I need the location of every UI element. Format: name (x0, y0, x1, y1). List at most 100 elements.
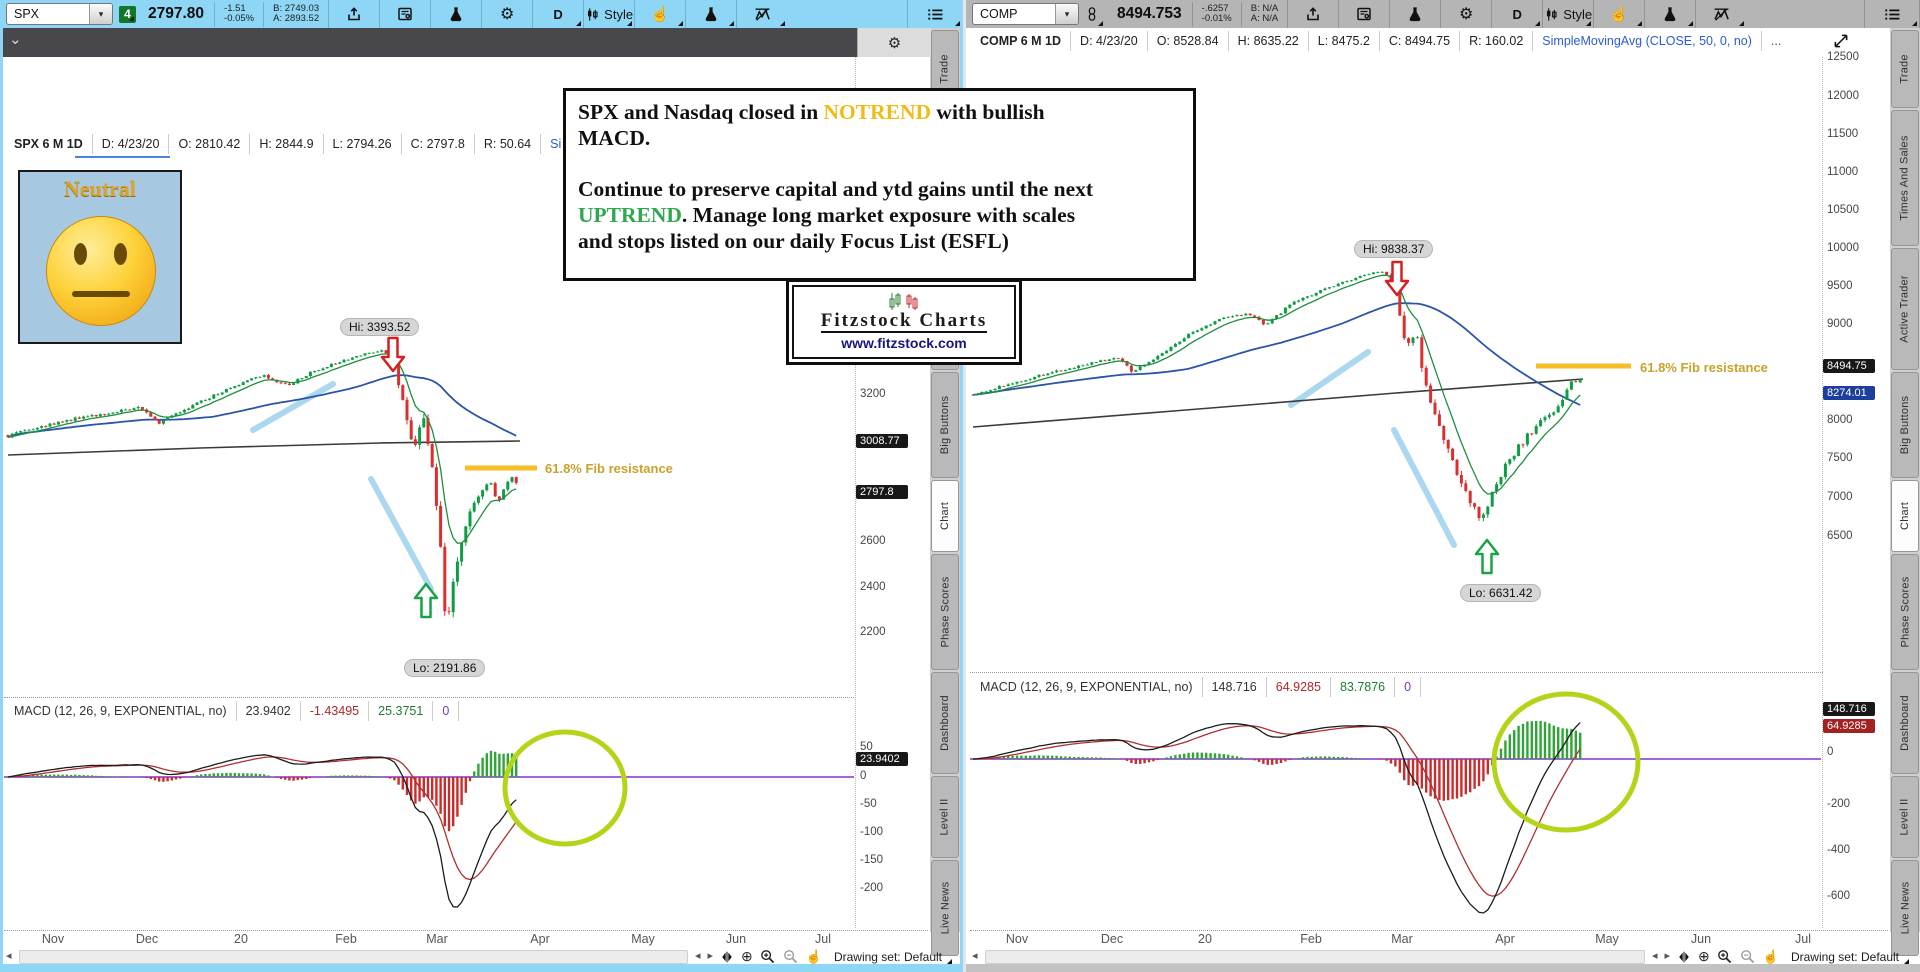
toolbar-analysis-flask-button[interactable] (685, 0, 736, 28)
toolbar-share-button[interactable] (1287, 0, 1338, 28)
toolbar-share-button[interactable] (328, 0, 379, 28)
zoom-out-icon[interactable] (1740, 949, 1756, 965)
toolbar-pointer-button[interactable]: ☝ (634, 0, 685, 28)
side-tab-live-news[interactable]: Live News (931, 860, 959, 956)
green-up-arrow-drawing[interactable] (413, 582, 439, 619)
auto-scale-icon[interactable] (1832, 32, 1850, 55)
drag-hand-icon[interactable]: ☝ (805, 948, 822, 964)
toolbar-menu-button[interactable] (907, 0, 963, 28)
macd-axis-tick: -200 (1827, 798, 1851, 810)
toolbar-drawings-button[interactable] (1695, 0, 1746, 28)
toolbar-drawings-button[interactable] (736, 0, 787, 28)
symbol-input[interactable]: COMP (980, 7, 1018, 21)
toolbar-studies-flask-button[interactable] (1389, 0, 1440, 28)
toolbar-news-button[interactable] (1338, 0, 1389, 28)
side-tab-trade[interactable]: Trade (1891, 30, 1919, 108)
price-axis-separator (855, 57, 856, 928)
macd-axis-tick: -200 (860, 882, 884, 894)
scroll-step-right-arrow[interactable]: ▸ (707, 950, 714, 962)
toolbar-timeframe-button[interactable]: D (1491, 0, 1542, 28)
toolbar-settings-gear-button[interactable]: ⚙ (1440, 0, 1491, 28)
symbol-dropdown-button[interactable]: ▾ (1055, 4, 1078, 24)
toolbar-settings-gear-button[interactable]: ⚙ (481, 0, 532, 28)
chain-link-icon (1088, 7, 1096, 21)
scroll-step-left-arrow[interactable]: ◂ (1651, 950, 1658, 962)
annotation-text-segment: . Manage long market exposure with scale… (681, 203, 1076, 227)
price-axis-tick: 7000 (1827, 491, 1853, 503)
macd-axis-badge: 148.716 (1823, 702, 1875, 716)
symbol-link-button[interactable] (1079, 0, 1105, 28)
watchlist-count-badge[interactable]: 4 (119, 5, 136, 23)
scroll-left-arrow[interactable]: ◂ (6, 950, 12, 962)
drawing-set-selector[interactable]: Drawing set: Default (1786, 950, 1910, 964)
trend-segment-drawing[interactable] (1391, 427, 1457, 548)
symbol-combo[interactable]: SPX ▾ (6, 3, 113, 25)
side-tab-level-ii[interactable]: Level II (1891, 776, 1919, 858)
crosshair-target-icon[interactable]: ⊕ (741, 948, 753, 964)
trend-segment-drawing[interactable] (368, 476, 434, 592)
side-tab-active-trader[interactable]: Active Trader (1891, 248, 1919, 370)
red-down-arrow-drawing[interactable] (380, 336, 406, 373)
time-axis-label: Nov (41, 932, 65, 946)
drawing-set-selector[interactable]: Drawing set: Default (829, 950, 953, 964)
scrollbar-track[interactable] (984, 949, 1645, 964)
collapsed-dashboard-drawer[interactable]: ⌄ (0, 28, 857, 57)
price-axis-tick: 7500 (1827, 452, 1853, 464)
gear-icon[interactable]: ⚙ (887, 34, 902, 52)
trend-segment-drawing[interactable] (250, 381, 336, 433)
annotation-text-segment: with bullish (931, 100, 1045, 124)
green-up-arrow-drawing[interactable] (1474, 538, 1500, 575)
side-tab-big-buttons[interactable]: Big Buttons (931, 372, 959, 478)
side-tab-live-news[interactable]: Live News (1891, 860, 1919, 956)
price-axis-badge: 8274.01 (1823, 386, 1875, 400)
side-tab-big-buttons[interactable]: Big Buttons (1891, 372, 1919, 478)
toolbar-timeframe-button[interactable]: D (532, 0, 583, 28)
toolbar-pointer-button[interactable]: ☝ (1593, 0, 1644, 28)
annotation-note[interactable]: SPX and Nasdaq closed in NOTREND with bu… (563, 88, 1196, 281)
chart-canvas[interactable] (966, 0, 1920, 972)
macd-axis-tick: -400 (1827, 844, 1851, 856)
macd-highlight-circle-drawing[interactable] (502, 729, 628, 847)
macd-highlight-circle-drawing[interactable] (1491, 691, 1641, 833)
scroll-step-left-arrow[interactable]: ◂ (694, 950, 701, 962)
scroll-step-right-arrow[interactable]: ▸ (1664, 950, 1671, 962)
side-tab-dashboard[interactable]: Dashboard (1891, 672, 1919, 774)
drag-hand-icon[interactable]: ☝ (1762, 948, 1779, 964)
red-down-arrow-drawing[interactable] (1384, 260, 1410, 297)
tab-label: Dashboard (1899, 695, 1911, 751)
symbol-dropdown-button[interactable]: ▾ (89, 4, 112, 24)
toolbar-studies-flask-button[interactable] (430, 0, 481, 28)
panel-border-bottom (966, 964, 1920, 972)
toolbar-menu-button[interactable] (1864, 0, 1920, 28)
time-axis-label: Jul (815, 932, 831, 946)
zoom-out-icon[interactable] (783, 949, 799, 965)
side-tab-times-and-sales[interactable]: Times And Sales (1891, 110, 1919, 246)
side-tab-level-ii[interactable]: Level II (931, 776, 959, 858)
toolbar-news-button[interactable] (379, 0, 430, 28)
scroll-left-arrow[interactable]: ◂ (972, 950, 978, 962)
symbol-combo[interactable]: COMP ▾ (972, 3, 1079, 25)
pan-mode-icon[interactable] (1677, 950, 1691, 964)
tab-label: Times And Sales (1899, 135, 1912, 221)
zoom-in-icon[interactable] (760, 949, 776, 965)
chart-settings-box[interactable]: ⚙ (857, 28, 931, 57)
drawer-chevron-down-icon[interactable]: ⌄ (9, 31, 22, 48)
side-tab-phase-scores[interactable]: Phase Scores (1891, 554, 1919, 670)
chart-canvas[interactable] (0, 0, 963, 972)
toolbar-style-button[interactable]: Style (1542, 0, 1593, 28)
crosshair-target-icon[interactable]: ⊕ (1698, 948, 1710, 964)
side-tab-chart[interactable]: Chart (1891, 480, 1919, 552)
side-tab-phase-scores[interactable]: Phase Scores (931, 554, 959, 670)
tab-label: Chart (939, 502, 951, 530)
pan-mode-icon[interactable] (720, 950, 734, 964)
side-tab-chart[interactable]: Chart (931, 480, 959, 552)
zoom-in-icon[interactable] (1717, 949, 1733, 965)
logo-candles-icon (889, 293, 918, 310)
toolbar-analysis-flask-button[interactable] (1644, 0, 1695, 28)
lo-label: Lo: 6631.42 (1460, 584, 1542, 602)
toolbar-style-button[interactable]: Style (583, 0, 634, 28)
scrollbar-track[interactable] (18, 949, 688, 964)
trend-segment-drawing[interactable] (1288, 349, 1371, 408)
side-tab-dashboard[interactable]: Dashboard (931, 672, 959, 774)
symbol-input[interactable]: SPX (14, 7, 40, 21)
